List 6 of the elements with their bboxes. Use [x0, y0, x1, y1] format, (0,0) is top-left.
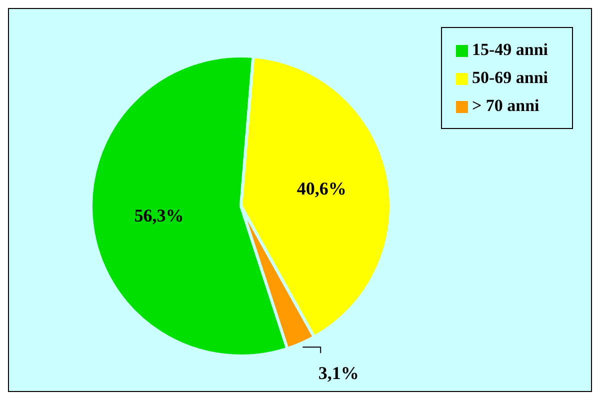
legend-label: 15-49 anni — [472, 40, 548, 59]
legend-label: 50-69 anni — [472, 68, 548, 87]
data-label: 3,1% — [318, 363, 359, 384]
legend-label: > 70 anni — [472, 96, 540, 115]
data-label: 40,6% — [296, 178, 346, 199]
data-label: 56,3% — [134, 206, 184, 226]
